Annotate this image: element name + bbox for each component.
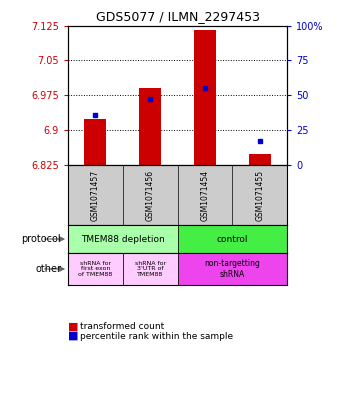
- Title: GDS5077 / ILMN_2297453: GDS5077 / ILMN_2297453: [96, 10, 260, 23]
- FancyBboxPatch shape: [177, 225, 287, 253]
- Text: shRNA for
first exon
of TMEM88: shRNA for first exon of TMEM88: [78, 261, 113, 277]
- Text: protocol: protocol: [21, 234, 61, 244]
- Text: GSM1071454: GSM1071454: [201, 169, 209, 221]
- Bar: [84, 119, 106, 165]
- Text: TMEM88 depletion: TMEM88 depletion: [81, 235, 165, 244]
- Text: non-targetting
shRNA: non-targetting shRNA: [205, 259, 260, 279]
- FancyBboxPatch shape: [177, 253, 287, 285]
- Bar: [194, 30, 216, 165]
- Bar: [139, 88, 161, 165]
- Text: GSM1071457: GSM1071457: [91, 169, 100, 221]
- Text: transformed count: transformed count: [80, 322, 164, 331]
- Text: ■: ■: [68, 321, 79, 331]
- FancyBboxPatch shape: [68, 225, 177, 253]
- Text: GSM1071455: GSM1071455: [255, 169, 265, 221]
- FancyBboxPatch shape: [68, 253, 123, 285]
- Bar: [249, 154, 271, 165]
- Text: control: control: [217, 235, 248, 244]
- FancyBboxPatch shape: [123, 253, 177, 285]
- Text: percentile rank within the sample: percentile rank within the sample: [80, 332, 233, 340]
- Text: shRNA for
3'UTR of
TMEM88: shRNA for 3'UTR of TMEM88: [135, 261, 166, 277]
- Text: GSM1071456: GSM1071456: [146, 169, 155, 221]
- Text: other: other: [35, 264, 61, 274]
- Text: ■: ■: [68, 331, 79, 341]
